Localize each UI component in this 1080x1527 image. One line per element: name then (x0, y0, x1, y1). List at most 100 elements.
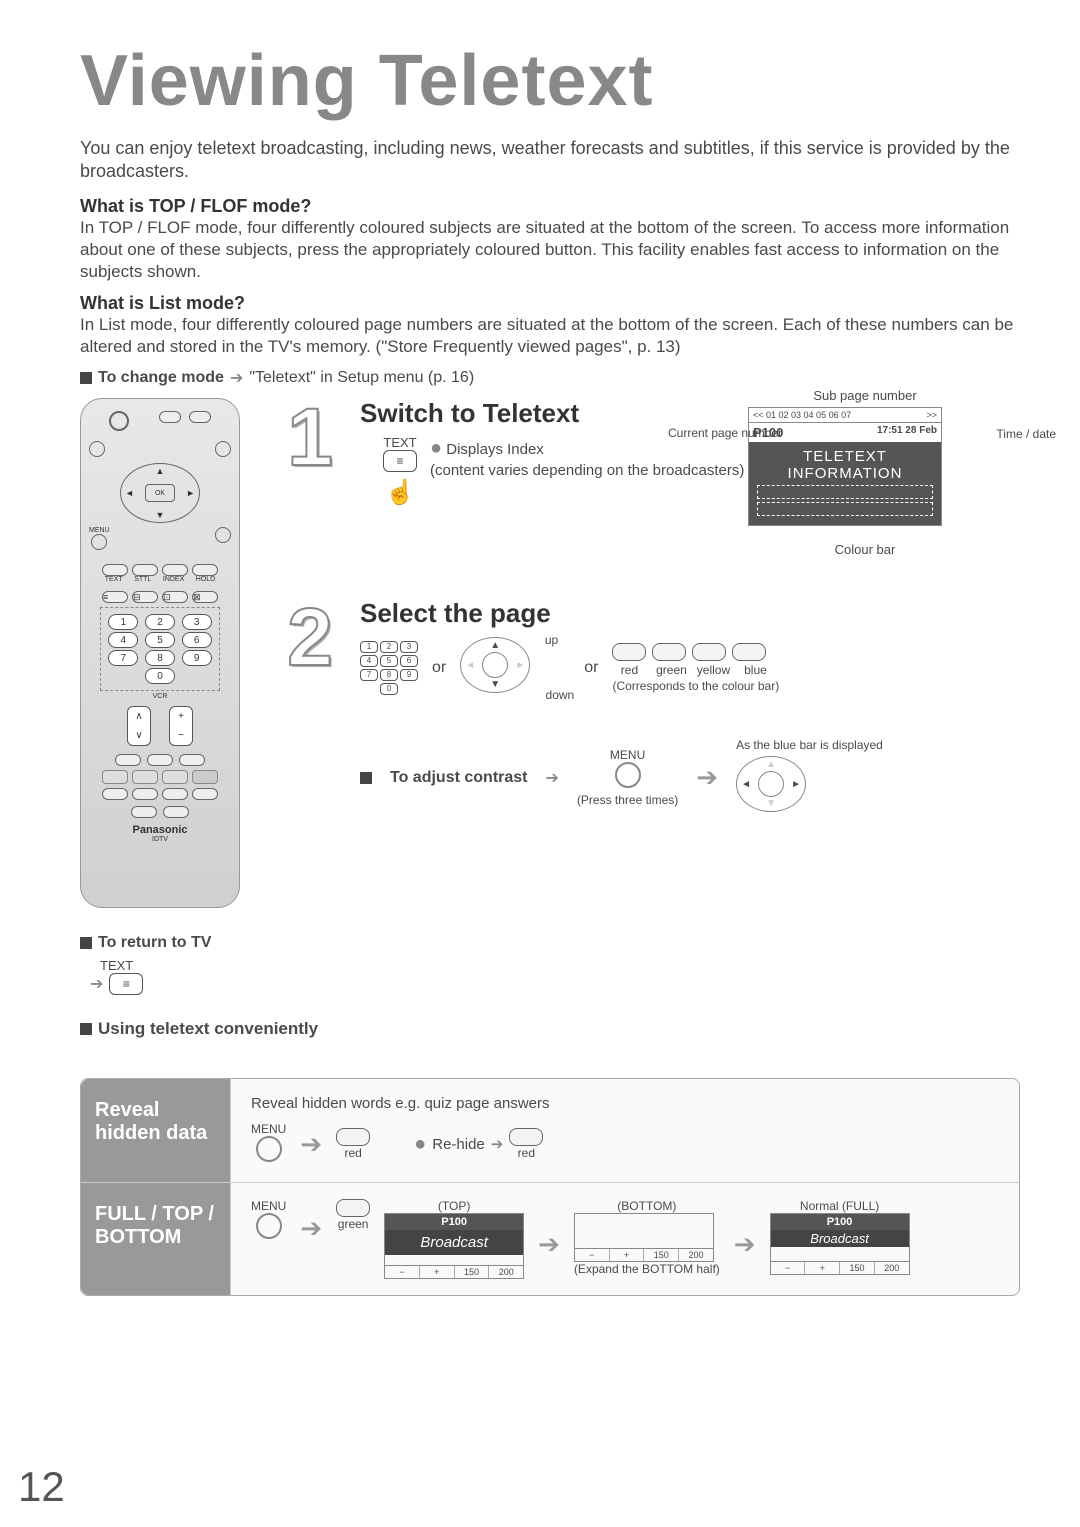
menu-button[interactable] (91, 534, 107, 550)
broadcast: Broadcast (385, 1230, 523, 1255)
pill-btn[interactable] (115, 754, 141, 766)
step1-desc1: Displays Index (446, 441, 544, 458)
menu-button[interactable] (256, 1136, 282, 1162)
text-button-icon[interactable]: ≡ (109, 973, 143, 995)
blue-button[interactable] (192, 770, 218, 784)
num-9[interactable]: 9 (182, 650, 212, 666)
menu-button[interactable] (615, 762, 641, 788)
bullet-icon (80, 937, 92, 949)
green-label: green (336, 1217, 370, 1231)
red-button[interactable] (102, 770, 128, 784)
pill-btn[interactable] (147, 754, 173, 766)
ch-updown[interactable]: ∧∨ (127, 706, 151, 746)
round-btn[interactable] (215, 527, 231, 543)
contrast-label: To adjust contrast (390, 769, 528, 787)
arrow-icon: ➔ (546, 768, 559, 788)
text-button-icon[interactable]: ≡ (383, 450, 417, 472)
up-label: up (545, 633, 558, 647)
num-2[interactable]: 2 (145, 614, 175, 630)
arrow-icon: ➔ (491, 1135, 504, 1153)
menu-button[interactable] (256, 1213, 282, 1239)
green-btn[interactable] (652, 643, 686, 661)
pill-btn[interactable] (162, 788, 188, 800)
return-label: To return to TV (98, 934, 211, 952)
color-buttons (612, 643, 779, 661)
pill-btn[interactable] (132, 788, 158, 800)
teletext-screen-mock: Sub page number Current page number Time… (730, 388, 1000, 557)
pill-btn[interactable] (159, 411, 181, 423)
pill-btn[interactable] (189, 411, 211, 423)
power-button[interactable] (109, 411, 129, 431)
text-button[interactable]: ≡ (102, 591, 128, 603)
num-1[interactable]: 1 (108, 614, 138, 630)
teletext-word: TELETEXT (751, 448, 939, 465)
arrow-icon: ➔ (300, 1213, 322, 1244)
page-number: 12 (18, 1463, 65, 1511)
vol-updown[interactable]: +− (169, 706, 193, 746)
text-btn-label: TEXT (100, 958, 133, 973)
hold-label: HOLD (196, 576, 215, 583)
subline: << 01 02 03 04 05 06 07 (753, 410, 851, 420)
topflof-a: In TOP / FLOF mode, four differently col… (80, 217, 1020, 283)
keypad-mini: 123 456 789 0 (360, 639, 418, 697)
bottom-label: (BOTTOM) (574, 1199, 720, 1213)
vcr-label: VCR (153, 693, 168, 700)
red-button[interactable] (336, 1128, 370, 1146)
green-button[interactable] (132, 770, 158, 784)
nav-circle[interactable]: ▲ ▼ ◄ ► (460, 637, 530, 693)
round-btn[interactable] (215, 441, 231, 457)
num-5[interactable]: 5 (145, 632, 175, 648)
reveal-desc: Reveal hidden words e.g. quiz page answe… (251, 1095, 999, 1112)
num-3[interactable]: 3 (182, 614, 212, 630)
intro-text: You can enjoy teletext broadcasting, inc… (80, 137, 1020, 184)
pill-btn[interactable] (192, 788, 218, 800)
yellow-label: yellow (696, 663, 730, 677)
down-label: down (546, 688, 575, 702)
change-mode-text: "Teletext" in Setup menu (p. 16) (249, 369, 474, 387)
num-6[interactable]: 6 (182, 632, 212, 648)
index-button[interactable]: ⊡ (162, 591, 188, 603)
p100: P100 (385, 1214, 523, 1230)
step-2-number: 2 (280, 598, 340, 678)
pill-btn[interactable] (102, 564, 128, 576)
current-page-label: Current page number (668, 427, 782, 440)
nav-circle[interactable]: ▲ ▼ ◄ ► (736, 756, 806, 812)
round-btn[interactable] (89, 441, 105, 457)
pill-btn[interactable] (163, 806, 189, 818)
ok-button[interactable]: OK (145, 484, 175, 502)
arrow-icon: ➔ (230, 368, 243, 388)
sttl-label: STTL (134, 576, 151, 583)
text-btn-label: TEXT (383, 435, 416, 450)
red-button[interactable] (509, 1128, 543, 1146)
hold-button[interactable]: ⊠ (192, 591, 218, 603)
menu-label: MENU (577, 748, 678, 762)
blue-btn[interactable] (732, 643, 766, 661)
pill-btn[interactable] (162, 564, 188, 576)
num-8[interactable]: 8 (145, 650, 175, 666)
num-4[interactable]: 4 (108, 632, 138, 648)
pill-btn[interactable] (102, 788, 128, 800)
num-0[interactable]: 0 (145, 668, 175, 684)
time: 17:51 28 Feb (877, 425, 937, 440)
bar-cell: + (805, 1262, 840, 1274)
red-label: red (612, 663, 646, 677)
red-btn[interactable] (612, 643, 646, 661)
bar-cell: 200 (875, 1262, 909, 1274)
listmode-q: What is List mode? (80, 293, 1020, 314)
yellow-button[interactable] (162, 770, 188, 784)
num-7[interactable]: 7 (108, 650, 138, 666)
nav-pad[interactable]: ▲ ▼ ◄ ► OK (120, 463, 200, 523)
tv-top: P100 Broadcast −+150200 (384, 1213, 524, 1279)
menu-label: MENU (89, 527, 110, 534)
yellow-btn[interactable] (692, 643, 726, 661)
top-label: (TOP) (384, 1199, 524, 1213)
pill-btn[interactable] (132, 564, 158, 576)
green-button[interactable] (336, 1199, 370, 1217)
or-1: or (432, 659, 446, 677)
menu-label: MENU (251, 1122, 286, 1136)
sttl-button[interactable]: ⊟ (132, 591, 158, 603)
pill-btn[interactable] (131, 806, 157, 818)
pill-btn[interactable] (192, 564, 218, 576)
dash-line (757, 502, 933, 516)
pill-btn[interactable] (179, 754, 205, 766)
